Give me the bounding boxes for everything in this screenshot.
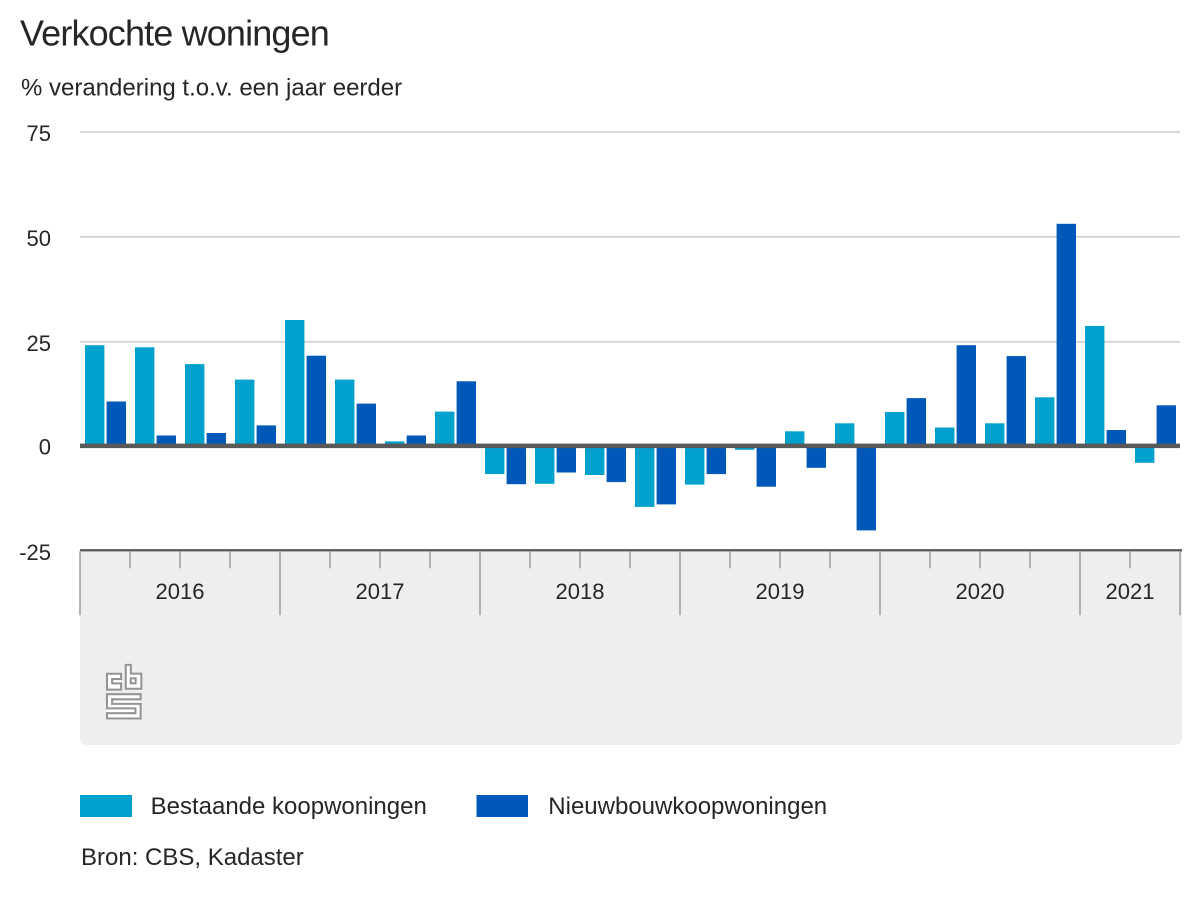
svg-text:% verandering t.o.v. een jaar: % verandering t.o.v. een jaar eerder <box>21 75 402 102</box>
svg-text:2018: 2018 <box>556 579 605 604</box>
svg-text:Nieuwbouwkoopwoningen: Nieuwbouwkoopwoningen <box>548 793 827 820</box>
svg-text:25: 25 <box>27 331 51 356</box>
svg-text:2016: 2016 <box>156 579 205 604</box>
svg-text:2017: 2017 <box>356 579 405 604</box>
svg-text:2020: 2020 <box>956 579 1005 604</box>
svg-text:Bestaande koopwoningen: Bestaande koopwoningen <box>151 793 427 820</box>
svg-text:Verkochte woningen: Verkochte woningen <box>20 13 329 54</box>
svg-text:2021: 2021 <box>1106 579 1155 604</box>
svg-text:50: 50 <box>27 226 51 251</box>
svg-text:-25: -25 <box>19 540 51 565</box>
svg-text:Bron: CBS, Kadaster: Bron: CBS, Kadaster <box>81 844 304 871</box>
svg-text:2019: 2019 <box>756 579 805 604</box>
svg-text:75: 75 <box>27 121 51 146</box>
svg-text:0: 0 <box>39 435 51 460</box>
